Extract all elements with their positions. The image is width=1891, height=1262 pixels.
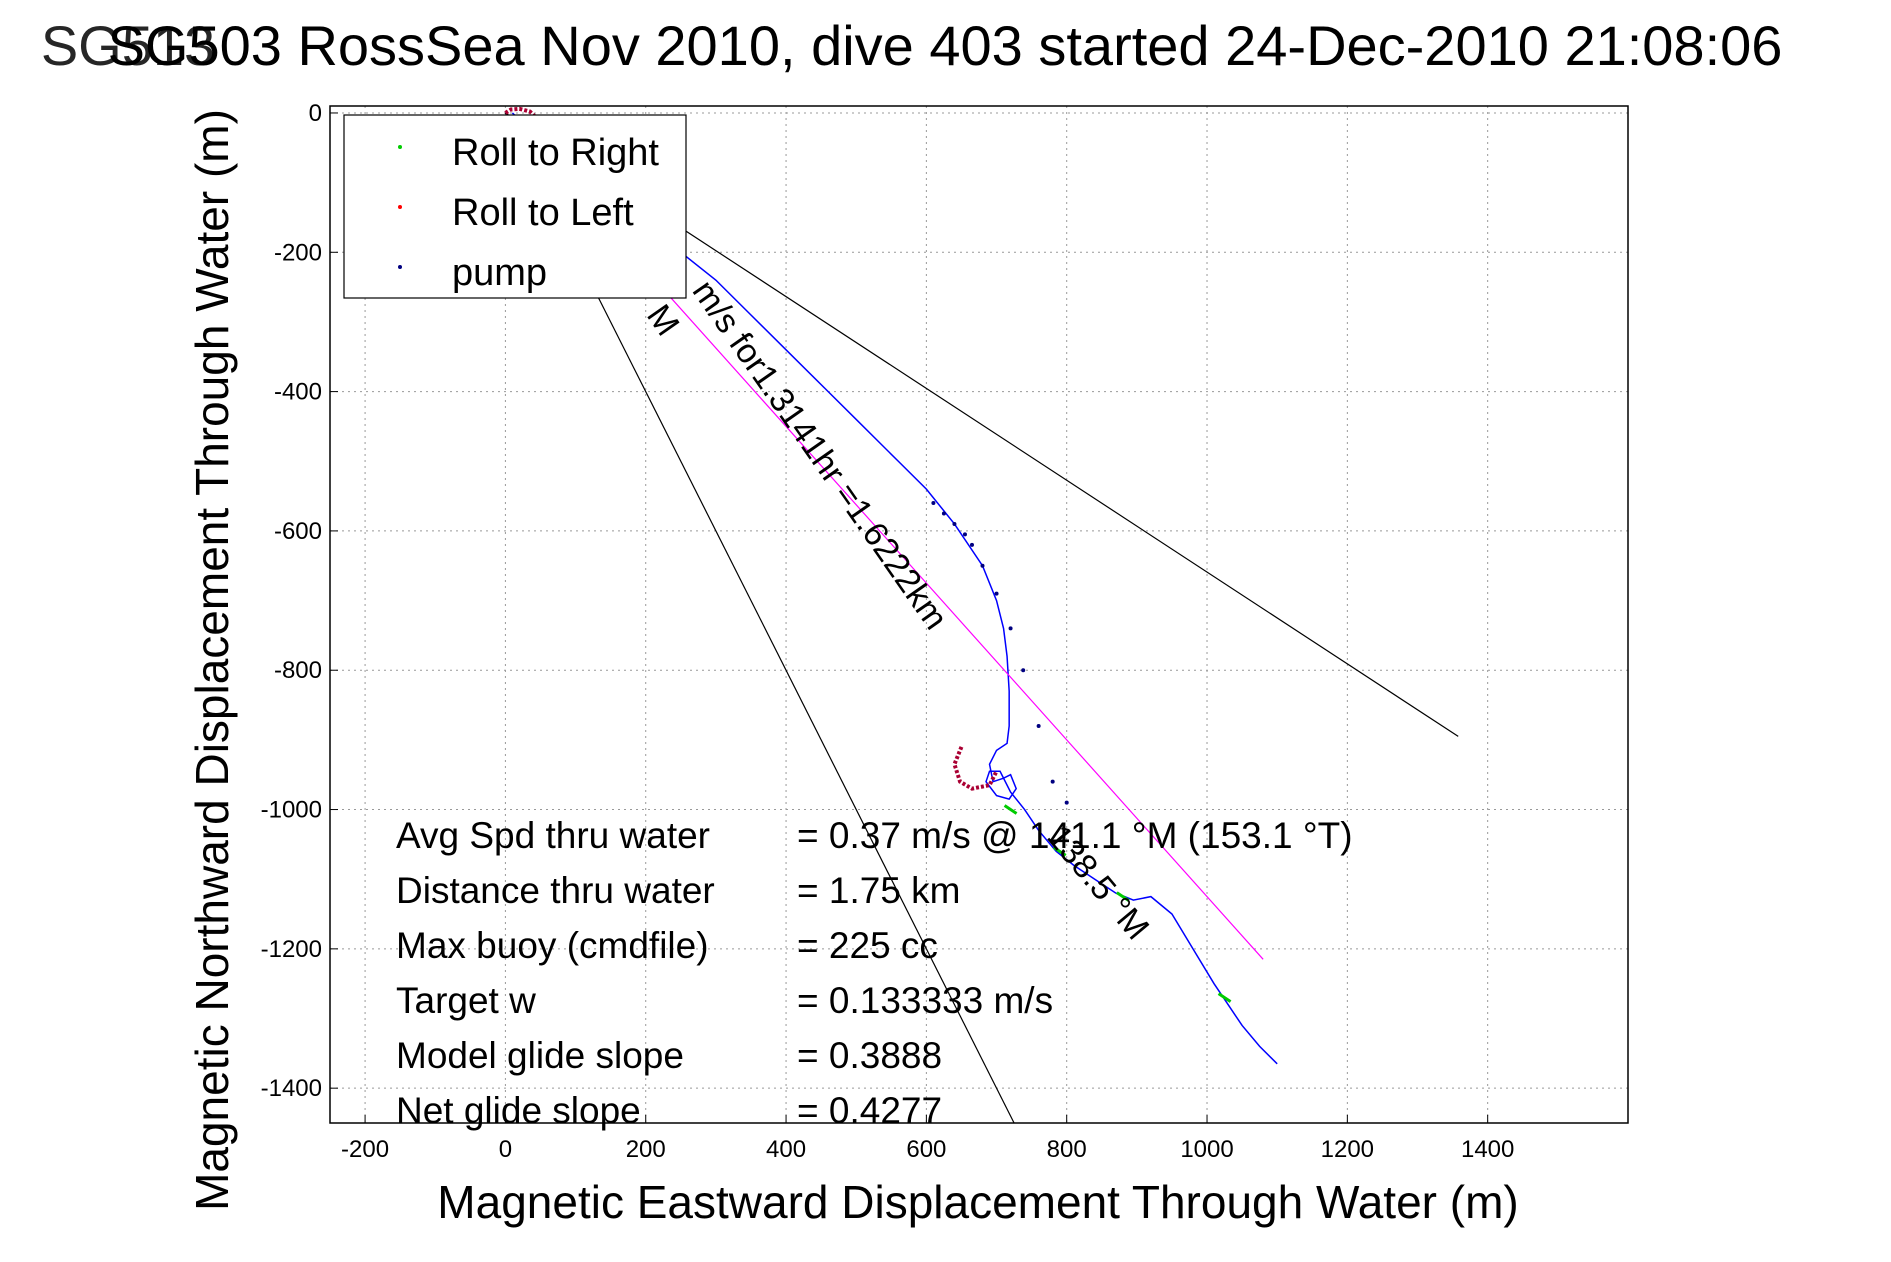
stat-value: = 0.133333 m/s xyxy=(797,980,1053,1021)
stats-block: Avg Spd thru water = 0.37 m/s @ 141.1 °M … xyxy=(396,815,1353,1131)
y-tick-label: -800 xyxy=(274,657,322,684)
x-tick-label: -200 xyxy=(341,1136,389,1163)
pump-marker xyxy=(1050,779,1055,784)
y-tick-label: 0 xyxy=(309,100,322,127)
x-tick-label: 800 xyxy=(1047,1136,1087,1163)
y-tick-label: -400 xyxy=(274,379,322,406)
pump-marker xyxy=(1021,668,1026,673)
legend-label: Roll to Right xyxy=(452,132,659,174)
legend-marker xyxy=(398,265,402,269)
data-markers xyxy=(504,106,1232,1003)
x-tick-label: 1000 xyxy=(1180,1136,1233,1163)
y-tick-label: -1400 xyxy=(261,1075,322,1102)
stat-label: Max buoy (cmdfile) xyxy=(396,925,709,966)
series-track xyxy=(511,112,1278,1065)
stat-value: = 0.4277 xyxy=(797,1090,942,1131)
chart-title-overlap: SG513 xyxy=(41,14,215,77)
y-tick-label: -1200 xyxy=(261,936,322,963)
roll-right-marker xyxy=(1052,846,1067,857)
plot-frame xyxy=(329,105,1629,1124)
chart-title: SG503 RossSea Nov 2010, dive 403 started… xyxy=(108,14,1783,77)
pump-marker xyxy=(941,511,946,516)
y-tick-label: -200 xyxy=(274,239,322,266)
stat-value: = 1.75 km xyxy=(797,870,961,911)
x-tick-label: 0 xyxy=(499,1136,512,1163)
roll-right-marker xyxy=(1217,992,1232,1003)
tick-labels: -200 0 200 400 600 800 1000 1200 1400 0 -200 -400 -6… xyxy=(261,100,1515,1163)
legend: Roll to Right Roll to Left pump xyxy=(343,114,687,299)
legend-marker xyxy=(398,205,402,209)
x-tick-label: 400 xyxy=(766,1136,806,1163)
legend-label: Roll to Left xyxy=(452,192,634,234)
pump-marker xyxy=(969,542,974,547)
pump-marker xyxy=(962,532,967,537)
legend-label: pump xyxy=(452,252,547,294)
roll-left-loop xyxy=(952,746,999,791)
pump-marker xyxy=(1036,723,1041,728)
pump-marker xyxy=(1064,800,1069,805)
stat-label: Avg Spd thru water xyxy=(396,815,710,856)
x-tick-label: 200 xyxy=(626,1136,666,1163)
x-tick-label: 1200 xyxy=(1321,1136,1374,1163)
stat-label: Model glide slope xyxy=(396,1035,684,1076)
pump-marker xyxy=(931,501,936,506)
roll-left-loop xyxy=(504,106,540,136)
x-axis-label: Magnetic Eastward Displacement Through W… xyxy=(437,1176,1518,1228)
stat-label: Target w xyxy=(396,980,536,1021)
stat-value: = 0.3888 xyxy=(797,1035,942,1076)
y-tick-label: -600 xyxy=(274,518,322,545)
x-tick-label: 600 xyxy=(906,1136,946,1163)
pump-marker xyxy=(980,563,985,568)
roll-right-marker xyxy=(1116,891,1130,902)
grid xyxy=(330,106,1628,1123)
x-tick-label: 1400 xyxy=(1461,1136,1514,1163)
stat-value: = 0.37 m/s @ 141.1 °M (153.1 °T) xyxy=(797,815,1353,856)
pump-marker xyxy=(952,521,957,526)
roll-right-marker xyxy=(1003,804,1018,815)
stat-label: Distance thru water xyxy=(396,870,715,911)
pump-marker xyxy=(1008,626,1013,631)
pump-marker xyxy=(994,591,999,596)
y-axis-label: Magnetic Northward Displacement Through … xyxy=(186,109,238,1211)
y-tick-label: -1000 xyxy=(261,797,322,824)
legend-marker xyxy=(398,145,402,149)
stat-value: = 225 cc xyxy=(797,925,938,966)
stat-label: Net glide slope xyxy=(396,1090,641,1131)
